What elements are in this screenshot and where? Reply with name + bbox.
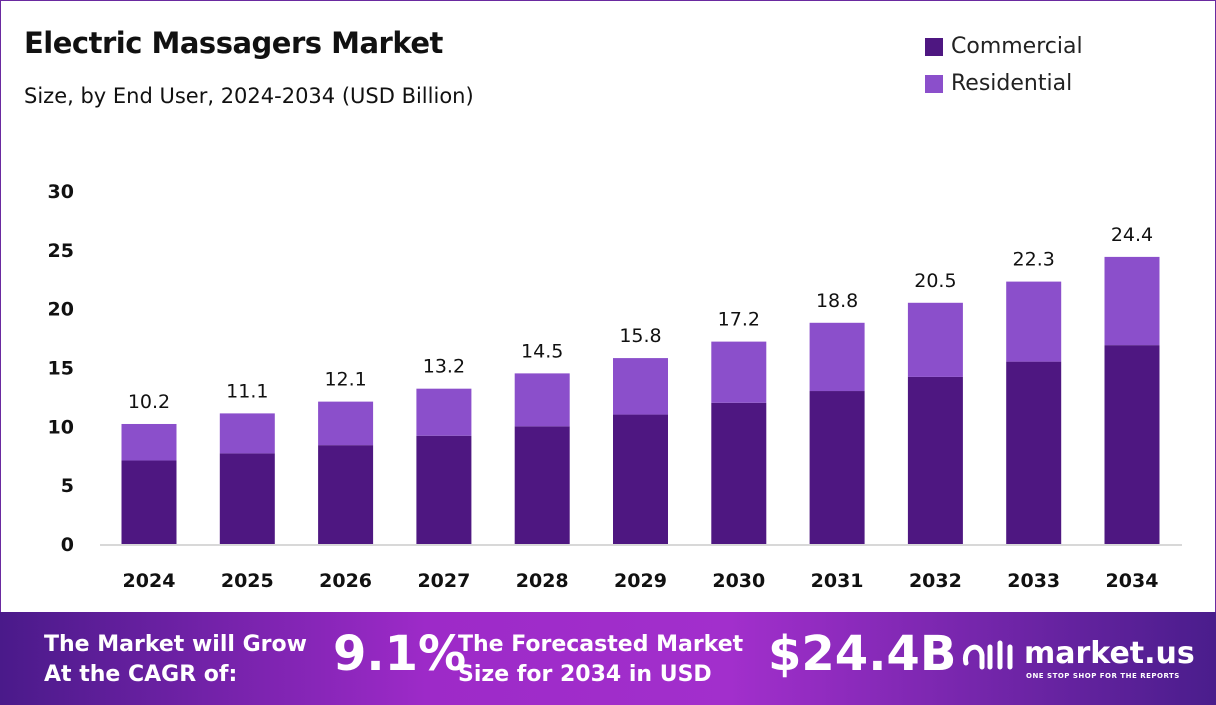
x-tick-label: 2026 bbox=[319, 570, 372, 592]
cagr-label-line1: The Market will Grow bbox=[44, 632, 307, 657]
bar-residential-2029 bbox=[613, 358, 668, 415]
total-label: 14.5 bbox=[521, 340, 563, 362]
total-label: 13.2 bbox=[423, 356, 465, 378]
y-tick-label: 5 bbox=[61, 475, 74, 497]
total-label: 11.1 bbox=[226, 380, 268, 402]
bar-residential-2032 bbox=[907, 302, 963, 377]
total-label: 15.8 bbox=[619, 325, 661, 347]
y-tick-label: 15 bbox=[48, 358, 74, 380]
forecast-value: $24.4B bbox=[768, 626, 957, 682]
brand-logo: market.us ONE STOP SHOP FOR THE REPORTS bbox=[962, 636, 1195, 680]
x-tick-label: 2031 bbox=[811, 570, 864, 592]
chart-subtitle: Size, by End User, 2024-2034 (USD Billio… bbox=[24, 84, 474, 108]
y-tick-label: 0 bbox=[61, 534, 74, 556]
footer-banner: The Market will Grow At the CAGR of: 9.1… bbox=[0, 612, 1216, 705]
bar-commercial-2029 bbox=[613, 414, 668, 544]
total-label: 22.3 bbox=[1013, 249, 1055, 271]
legend-swatch bbox=[925, 74, 943, 93]
bar-residential-2027 bbox=[416, 388, 472, 436]
y-tick-label: 10 bbox=[48, 416, 74, 438]
cagr-value: 9.1% bbox=[333, 626, 467, 682]
total-label: 18.8 bbox=[816, 290, 858, 312]
bar-residential-2033 bbox=[1006, 281, 1062, 362]
bar-commercial-2034 bbox=[1104, 345, 1160, 544]
total-label: 17.2 bbox=[718, 309, 760, 331]
y-tick-label: 20 bbox=[48, 299, 74, 321]
bar-commercial-2028 bbox=[514, 426, 570, 544]
forecast-label-line1: The Forecasted Market bbox=[458, 632, 744, 657]
legend-label: Commercial bbox=[951, 34, 1083, 59]
x-tick-label: 2032 bbox=[909, 570, 962, 592]
x-tick-label: 2030 bbox=[712, 570, 765, 592]
bar-commercial-2025 bbox=[219, 453, 275, 544]
bar-residential-2026 bbox=[318, 401, 374, 446]
chart-title: Electric Massagers Market bbox=[24, 26, 443, 60]
bar-residential-2028 bbox=[514, 373, 570, 427]
bar-commercial-2033 bbox=[1006, 361, 1062, 544]
x-tick-label: 2029 bbox=[614, 570, 667, 592]
bar-commercial-2032 bbox=[907, 376, 963, 544]
total-label: 24.4 bbox=[1111, 224, 1153, 246]
x-tick-label: 2033 bbox=[1007, 570, 1060, 592]
bar-residential-2025 bbox=[219, 413, 275, 454]
bar-commercial-2030 bbox=[711, 402, 767, 544]
bar-chart: 05101520253010.2202411.1202512.1202613.2… bbox=[48, 181, 1182, 592]
legend-swatch bbox=[925, 37, 943, 56]
bar-residential-2031 bbox=[809, 322, 865, 392]
bar-residential-2024 bbox=[121, 423, 177, 461]
x-tick-label: 2027 bbox=[417, 570, 470, 592]
total-label: 20.5 bbox=[914, 270, 956, 292]
bar-residential-2030 bbox=[711, 341, 767, 403]
y-tick-label: 25 bbox=[48, 240, 74, 262]
cagr-label-line2: At the CAGR of: bbox=[44, 662, 238, 687]
bar-commercial-2026 bbox=[318, 445, 374, 544]
forecast-label-line2: Size for 2034 in USD bbox=[458, 662, 712, 687]
legend-item-residential: Residential bbox=[925, 65, 1083, 102]
x-tick-label: 2025 bbox=[221, 570, 274, 592]
x-tick-label: 2034 bbox=[1106, 570, 1159, 592]
total-label: 10.2 bbox=[128, 391, 170, 413]
total-label: 12.1 bbox=[324, 369, 366, 391]
brand-logo-icon bbox=[962, 640, 1013, 669]
brand-name: market.us bbox=[1024, 636, 1195, 671]
legend-label: Residential bbox=[951, 71, 1073, 96]
legend: Commercial Residential bbox=[925, 28, 1083, 102]
bar-commercial-2024 bbox=[121, 460, 177, 544]
brand-tagline: ONE STOP SHOP FOR THE REPORTS bbox=[1026, 672, 1180, 680]
bar-commercial-2027 bbox=[416, 435, 472, 544]
x-tick-label: 2028 bbox=[516, 570, 569, 592]
x-tick-label: 2024 bbox=[123, 570, 176, 592]
y-tick-label: 30 bbox=[48, 181, 74, 203]
legend-item-commercial: Commercial bbox=[925, 28, 1083, 65]
forecast-label: The Forecasted Market Size for 2034 in U… bbox=[458, 630, 743, 690]
bar-residential-2034 bbox=[1104, 256, 1160, 346]
cagr-label: The Market will Grow At the CAGR of: bbox=[44, 630, 307, 690]
bar-commercial-2031 bbox=[809, 391, 865, 544]
